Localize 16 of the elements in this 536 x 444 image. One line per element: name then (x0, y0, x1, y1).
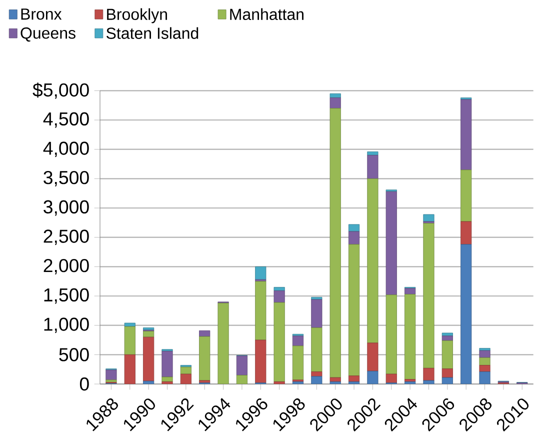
y-tick-label: 2,500 (44, 230, 89, 246)
y-tick-label: 500 (59, 348, 89, 362)
y-tick-label: 4,500 (43, 112, 89, 128)
y-tick-label: 3,000 (44, 200, 89, 216)
y-tick-label: 0 (80, 377, 89, 391)
y-tick-label: 2,000 (44, 258, 89, 274)
y-tick-label: 4,000 (43, 142, 89, 158)
legend-label: Staten Island (106, 27, 198, 39)
legend-label: Manhattan (230, 8, 304, 20)
y-tick-label: 1,500 (44, 288, 89, 304)
y-tick-label: 3,500 (44, 170, 89, 186)
y-tick-label: $5,000 (32, 82, 89, 99)
legend-label: Brooklyn (107, 8, 167, 24)
legend-label: Bronx (21, 8, 62, 20)
legend-label: Queens (20, 27, 76, 42)
y-tick-label: 1,000 (44, 318, 89, 334)
